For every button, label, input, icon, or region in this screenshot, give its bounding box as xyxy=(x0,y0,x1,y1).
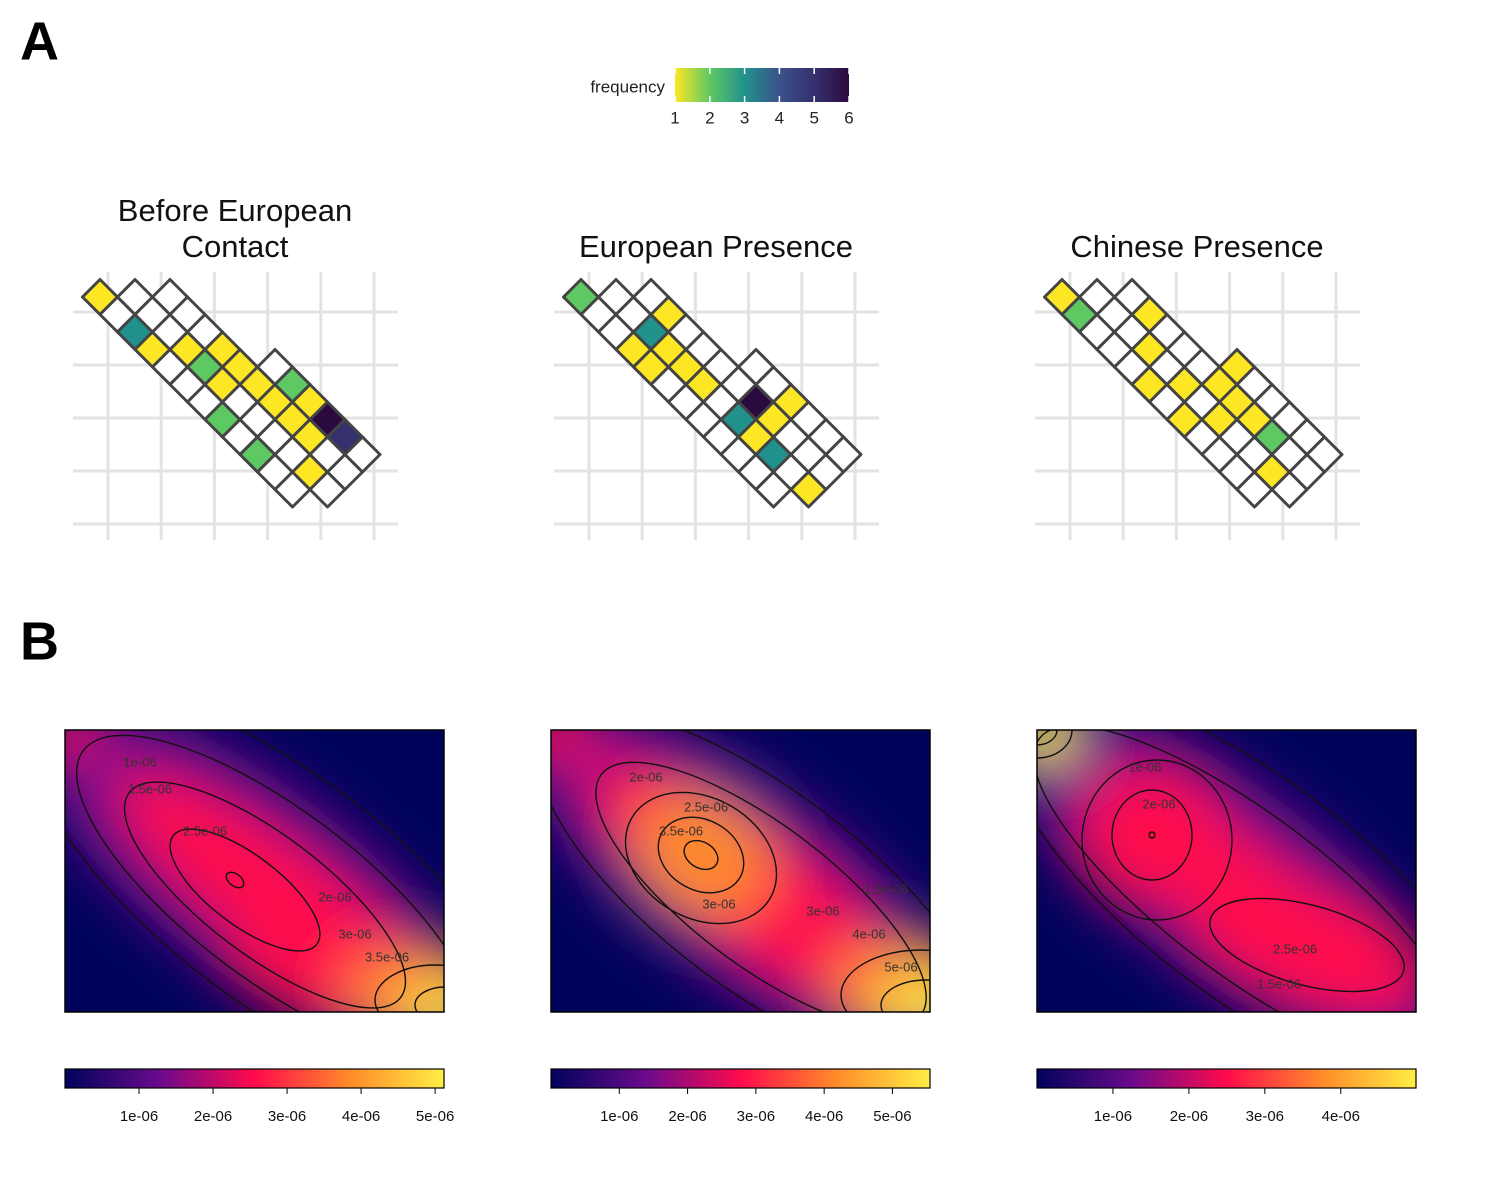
plot-border xyxy=(64,729,445,1013)
contour-line xyxy=(1111,789,1193,881)
panel-title: Before European Contact xyxy=(117,193,353,264)
contour-line xyxy=(1209,897,1405,993)
colorbar-tick-label: 2e-06 xyxy=(194,1108,232,1125)
contour-label: 2.5e-06 xyxy=(1273,941,1317,956)
contour-label: 3.5e-06 xyxy=(365,949,409,964)
colorbar-tick-label: 3e-06 xyxy=(1246,1108,1284,1125)
colorbar-tick-label: 4e-06 xyxy=(1322,1108,1360,1125)
colorbar xyxy=(64,1068,445,1089)
contour-line xyxy=(1148,831,1156,839)
density-blobs xyxy=(65,730,444,1012)
contour-label: 4e-06 xyxy=(852,926,885,941)
contour-label: 2e-06 xyxy=(318,889,351,904)
legend-tick-label: 1 xyxy=(670,108,679,127)
colorbar-tick-label: 5e-06 xyxy=(416,1108,454,1125)
legend-title: frequency xyxy=(590,77,665,96)
contour-line xyxy=(225,871,245,889)
contour-label: 2.5e-06 xyxy=(183,823,227,838)
panel-label: A xyxy=(20,11,59,71)
legend-bar xyxy=(675,68,849,102)
contour-label: 2e-06 xyxy=(629,769,662,784)
legend-tick-label: 3 xyxy=(740,108,749,127)
colorbar xyxy=(1036,1068,1417,1089)
colorbar-tick-label: 1e-06 xyxy=(1094,1108,1132,1125)
contour-line xyxy=(1081,759,1233,921)
contour-line xyxy=(551,730,930,1012)
contour-label: 3e-06 xyxy=(338,926,371,941)
contour-line xyxy=(75,734,444,1012)
contour-line xyxy=(840,949,930,1012)
plot-border xyxy=(1036,729,1417,1013)
contour-label: 2.5e-06 xyxy=(684,799,728,814)
contour-line xyxy=(374,964,444,1012)
empty-cell xyxy=(824,435,863,474)
density-blob xyxy=(1037,730,1077,760)
density-field: 1e-06 2e-06 2.5e-06 1.5e-06 xyxy=(1037,730,1416,1012)
legend-tick-label: 2 xyxy=(705,108,714,127)
colorbar-tick-label: 4e-06 xyxy=(342,1108,380,1125)
legend-tick-label: 4 xyxy=(775,108,784,127)
contour-label: 1e-06 xyxy=(123,754,156,769)
colorbar-tick-label: 1e-06 xyxy=(120,1108,158,1125)
density-blob xyxy=(400,985,444,1012)
contour-line xyxy=(1037,730,1416,1012)
colorbar-tick-label: 5e-06 xyxy=(873,1108,911,1125)
contour-label: 1e-06 xyxy=(1128,759,1161,774)
density-field: 1e-06 1.5e-06 2.5e-06 2e-06 3e-06 3.5e-06 xyxy=(65,730,444,1012)
contour-line xyxy=(65,730,444,1012)
contour-label: 2e-06 xyxy=(1142,796,1175,811)
colorbar-tick-label: 3e-06 xyxy=(737,1108,775,1125)
panel-title: Chinese Presence xyxy=(1070,229,1324,264)
contour-line xyxy=(595,761,927,1012)
contour-label: 1.5e-06 xyxy=(1257,976,1301,991)
plot-border xyxy=(550,729,931,1013)
colorbar-tick-label: 2e-06 xyxy=(668,1108,706,1125)
empty-cell xyxy=(1305,435,1344,474)
contour-label: 3e-06 xyxy=(702,896,735,911)
density-blob xyxy=(1147,809,1347,971)
contour-line xyxy=(123,781,407,1009)
contour-line xyxy=(414,986,444,1012)
legend-tick-label: 5 xyxy=(809,108,818,127)
contour-label: 3.5e-06 xyxy=(659,823,703,838)
density-blob xyxy=(65,730,100,755)
density-blobs xyxy=(551,730,930,1012)
colorbar-tick-label: 2e-06 xyxy=(1170,1108,1208,1125)
empty-cell xyxy=(343,435,382,474)
density-field: 2e-06 2.5e-06 3.5e-06 3e-06 1.5e-06 3e-06 4e-0… xyxy=(551,730,930,1012)
legend-tick-label: 6 xyxy=(844,108,853,127)
colorbar xyxy=(550,1068,931,1089)
contour-label: 1.5e-06 xyxy=(128,781,172,796)
panel-title: European Presence xyxy=(578,229,854,264)
contour-line xyxy=(683,839,719,871)
contour-label: 3e-06 xyxy=(806,903,839,918)
contour-line xyxy=(1037,730,1416,1012)
colorbar-tick-label: 3e-06 xyxy=(268,1108,306,1125)
density-blob xyxy=(881,975,930,1012)
colorbar-tick-label: 4e-06 xyxy=(805,1108,843,1125)
colorbar-tick-label: 1e-06 xyxy=(600,1108,638,1125)
density-blob xyxy=(633,792,769,918)
contour-label: 1.5e-06 xyxy=(864,881,908,896)
panel-label: B xyxy=(20,611,59,671)
density-blob xyxy=(551,730,591,760)
density-blobs xyxy=(1037,730,1416,1012)
contour-line xyxy=(880,979,930,1012)
contour-label: 5e-06 xyxy=(884,959,917,974)
contour-line xyxy=(657,816,745,894)
contour-line xyxy=(169,828,321,952)
